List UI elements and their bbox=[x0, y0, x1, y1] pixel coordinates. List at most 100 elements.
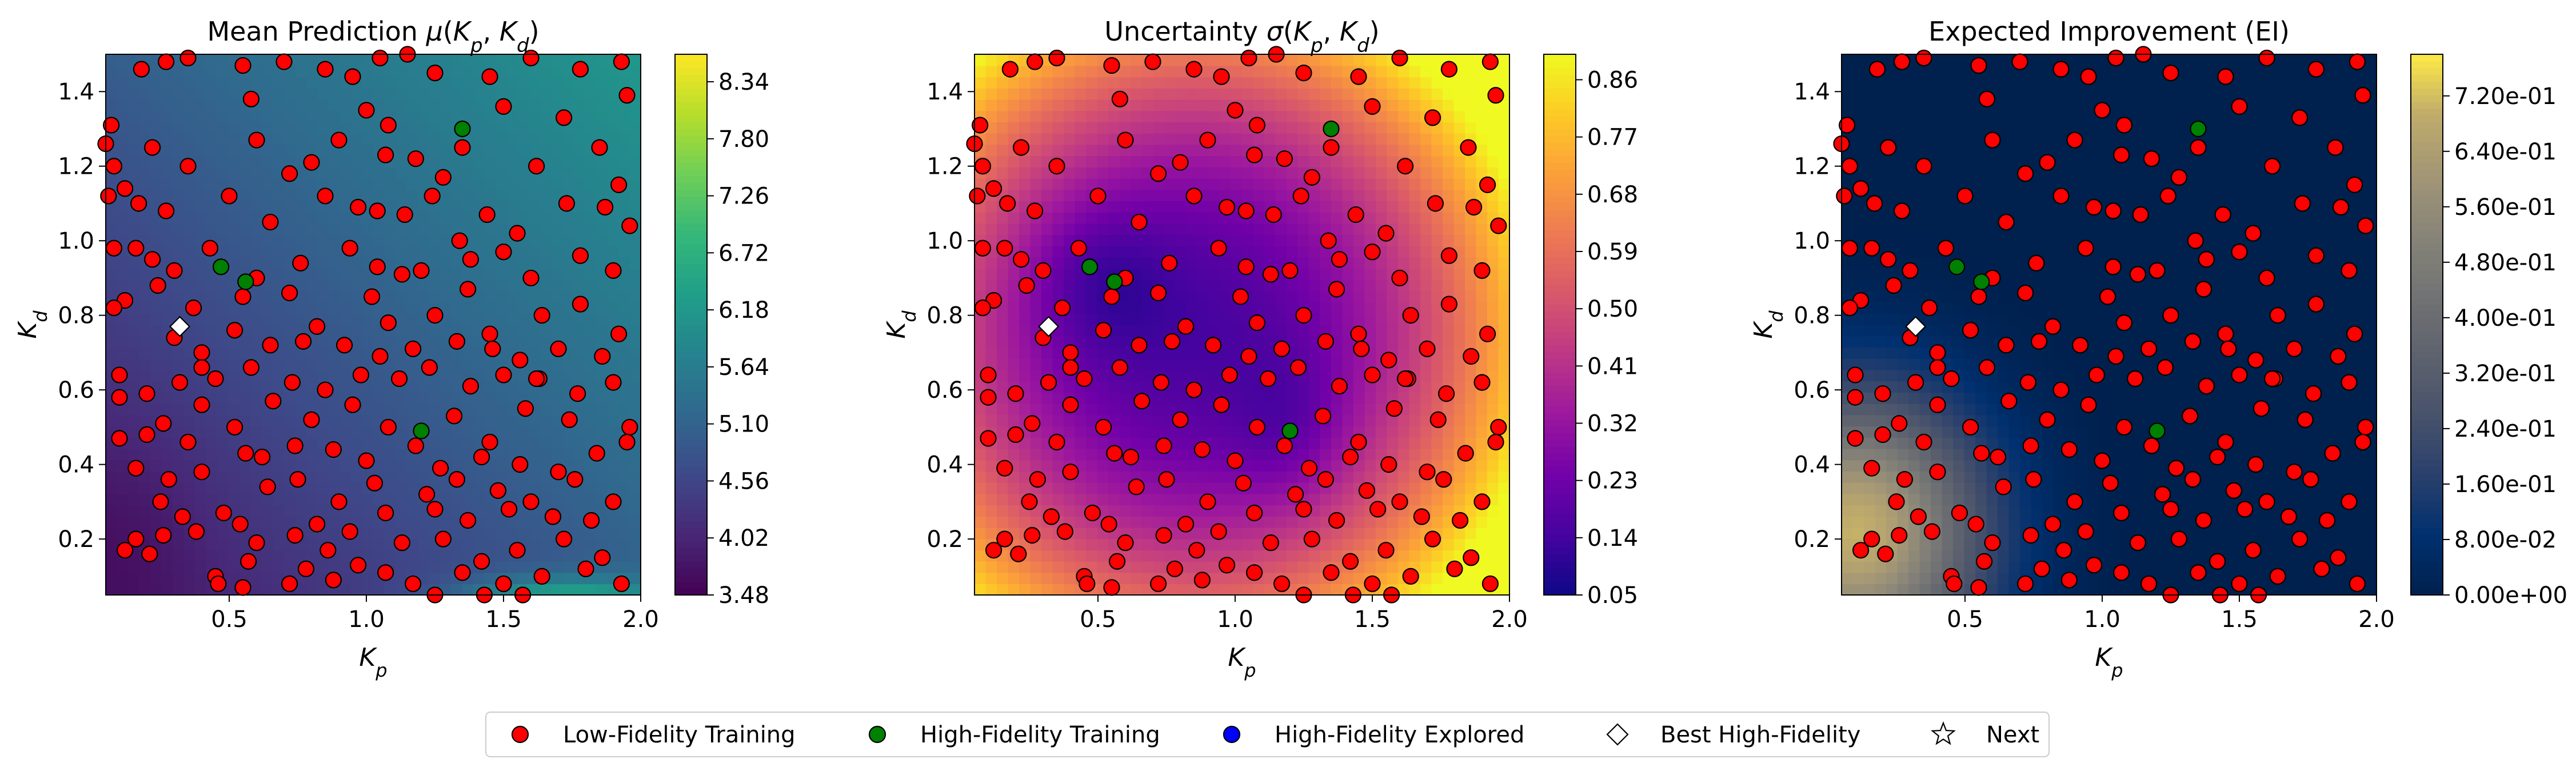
heatmap-cell bbox=[396, 572, 408, 585]
low-fidelity-point bbox=[596, 198, 614, 216]
heatmap-cell bbox=[1498, 279, 1510, 291]
heatmap-cell bbox=[173, 88, 185, 100]
heatmap-cell bbox=[1320, 167, 1332, 179]
heatmap-cell bbox=[629, 584, 641, 596]
heatmap-cell bbox=[975, 493, 987, 506]
heatmap-cell bbox=[1409, 335, 1421, 348]
heatmap-cell bbox=[562, 268, 574, 280]
heatmap-cell bbox=[217, 167, 229, 179]
heatmap-cell bbox=[1398, 110, 1410, 123]
heatmap-cell bbox=[1376, 290, 1388, 303]
heatmap-cell bbox=[1220, 155, 1232, 167]
heatmap-cell bbox=[373, 279, 385, 291]
heatmap-cell bbox=[1186, 88, 1198, 100]
heatmap-cell bbox=[1476, 482, 1488, 494]
heatmap-cell bbox=[1309, 550, 1321, 562]
heatmap-cell bbox=[1153, 110, 1165, 123]
heatmap-cell bbox=[183, 471, 195, 483]
heatmap-cell bbox=[574, 201, 586, 213]
heatmap-cell bbox=[418, 471, 430, 483]
low-fidelity-point bbox=[495, 575, 512, 593]
heatmap-cell bbox=[440, 189, 452, 202]
heatmap-cell bbox=[1141, 302, 1153, 314]
heatmap-cell bbox=[1220, 325, 1232, 337]
heatmap-cell bbox=[1287, 167, 1299, 179]
heatmap-cell bbox=[574, 335, 586, 348]
heatmap-cell bbox=[1431, 426, 1443, 438]
heatmap-cell bbox=[195, 155, 207, 167]
heatmap-cell bbox=[1197, 426, 1209, 438]
heatmap-cell bbox=[217, 279, 229, 291]
heatmap-cell bbox=[1342, 369, 1354, 382]
heatmap-cell bbox=[228, 99, 240, 111]
heatmap-cell bbox=[629, 155, 641, 167]
heatmap-cell bbox=[1287, 527, 1299, 540]
colorbar-step bbox=[675, 568, 707, 576]
low-fidelity-point bbox=[174, 508, 191, 525]
heatmap-cell bbox=[1364, 122, 1376, 134]
heatmap-cell bbox=[117, 527, 129, 540]
heatmap-cell bbox=[1476, 211, 1488, 224]
heatmap-cell bbox=[1019, 167, 1031, 179]
heatmap-cell bbox=[997, 144, 1009, 157]
heatmap-cell bbox=[485, 403, 497, 416]
heatmap-cell bbox=[1264, 448, 1276, 461]
heatmap-cell bbox=[284, 144, 296, 157]
heatmap-cell bbox=[1064, 482, 1076, 494]
low-fidelity-point bbox=[1172, 154, 1189, 171]
heatmap-cell bbox=[429, 448, 441, 461]
heatmap-cell bbox=[1220, 302, 1232, 314]
heatmap-cell bbox=[496, 155, 508, 167]
heatmap-cell bbox=[317, 178, 329, 190]
heatmap-cell bbox=[1197, 460, 1209, 472]
heatmap-cell bbox=[1331, 77, 1343, 89]
heatmap-cell bbox=[195, 426, 207, 438]
heatmap-cell bbox=[462, 460, 474, 472]
heatmap-cell bbox=[1342, 358, 1354, 370]
heatmap-cell bbox=[1208, 189, 1220, 202]
heatmap-cell bbox=[574, 347, 586, 359]
heatmap-cell bbox=[562, 246, 574, 258]
heatmap-cell bbox=[1264, 189, 1276, 202]
heatmap-cell bbox=[1443, 122, 1455, 134]
heatmap-cell bbox=[262, 178, 274, 190]
heatmap-cell bbox=[1353, 313, 1365, 325]
heatmap-cell bbox=[1476, 527, 1488, 540]
heatmap-cell bbox=[340, 325, 352, 337]
heatmap-cell bbox=[1153, 414, 1165, 427]
heatmap-cell bbox=[1197, 527, 1209, 540]
low-fidelity-point bbox=[1397, 158, 1414, 175]
heatmap-cell bbox=[173, 482, 185, 494]
low-fidelity-point bbox=[969, 187, 986, 205]
heatmap-cell bbox=[1119, 155, 1131, 167]
heatmap-cell bbox=[1465, 527, 1477, 540]
heatmap-cell bbox=[1264, 572, 1276, 585]
heatmap-cell bbox=[1208, 358, 1220, 370]
heatmap-cell bbox=[552, 223, 564, 235]
heatmap-cell bbox=[117, 414, 129, 427]
low-fidelity-point bbox=[393, 266, 411, 283]
heatmap-cell bbox=[250, 257, 262, 269]
heatmap-cell bbox=[562, 290, 574, 303]
heatmap-cell bbox=[1052, 77, 1064, 89]
heatmap-cell bbox=[1420, 223, 1432, 235]
heatmap-cell bbox=[228, 550, 240, 562]
heatmap-cell bbox=[1453, 460, 1465, 472]
heatmap-cell bbox=[117, 505, 129, 517]
heatmap-cell bbox=[1197, 471, 1209, 483]
heatmap-cell bbox=[284, 268, 296, 280]
heatmap-cell bbox=[473, 527, 485, 540]
heatmap-cell bbox=[262, 313, 274, 325]
heatmap-cell bbox=[1097, 110, 1109, 123]
heatmap-cell bbox=[228, 77, 240, 89]
heatmap-cell bbox=[1409, 527, 1421, 540]
heatmap-cell bbox=[173, 223, 185, 235]
heatmap-cell bbox=[496, 392, 508, 404]
heatmap-cell bbox=[1443, 223, 1455, 235]
heatmap-cell bbox=[1131, 122, 1143, 134]
heatmap-cell bbox=[362, 550, 374, 562]
heatmap-cell bbox=[1064, 211, 1076, 224]
heatmap-cell bbox=[262, 110, 274, 123]
heatmap-cell bbox=[574, 369, 586, 382]
low-fidelity-point bbox=[569, 385, 586, 402]
